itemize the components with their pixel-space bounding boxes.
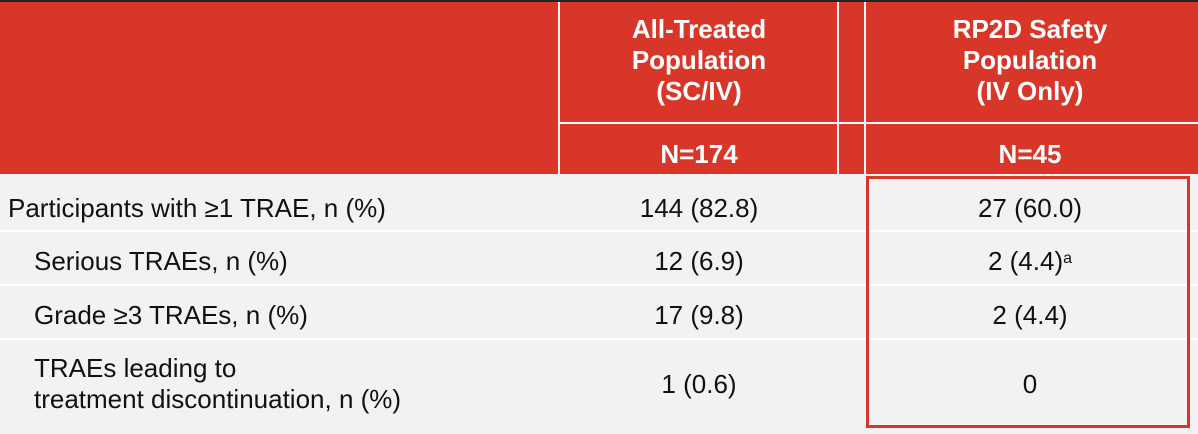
row-label-multiline: TRAEs leading to treatment discontinuati… [34, 353, 401, 415]
row-label: treatment discontinuation, n (%) [34, 384, 402, 414]
column-divider [837, 2, 839, 174]
row-divider [0, 284, 1198, 286]
row-label: Serious TRAEs, n (%) [34, 246, 288, 276]
cell-value: 27 (60.0) [977, 193, 1083, 223]
cell-value: 0 [1022, 369, 1038, 399]
table-header: All-Treated Population (SC/IV) RP2D Safe… [0, 2, 1198, 174]
header-text: All-Treated [631, 14, 767, 44]
header-text: (IV Only) [976, 76, 1084, 106]
footnote-marker: a [1063, 250, 1073, 267]
column-divider [558, 2, 560, 174]
cell-value-with-footnote: 2 (4.4)a [865, 246, 1195, 277]
n-rp2d: N=45 [998, 139, 1062, 169]
header-text: RP2D Safety [952, 14, 1108, 44]
cell-value: 1 (0.6) [661, 369, 737, 399]
cell-value: 2 (4.4) [987, 246, 1064, 276]
row-divider [0, 338, 1198, 340]
header-text: Population [962, 45, 1098, 75]
row-divider [0, 230, 1198, 232]
column-header-rp2d: RP2D Safety Population (IV Only) [865, 14, 1195, 107]
column-header-all-treated: All-Treated Population (SC/IV) [560, 14, 838, 107]
row-label: Participants with ≥1 TRAE, n (%) [8, 193, 386, 223]
cell-value: 2 (4.4) [992, 300, 1068, 330]
highlight-box [866, 176, 1190, 428]
row-label: TRAEs leading to [34, 353, 237, 383]
cell-value: 12 (6.9) [654, 246, 744, 276]
cell-value: 144 (82.8) [639, 193, 759, 223]
header-text: Population [631, 45, 767, 75]
cell-value: 17 (9.8) [654, 300, 744, 330]
header-text: (SC/IV) [656, 76, 742, 106]
row-label: Grade ≥3 TRAEs, n (%) [34, 300, 308, 330]
top-border [0, 0, 1198, 3]
header-divider [560, 122, 1198, 124]
n-all-treated: N=174 [660, 139, 738, 169]
column-divider [864, 2, 866, 174]
